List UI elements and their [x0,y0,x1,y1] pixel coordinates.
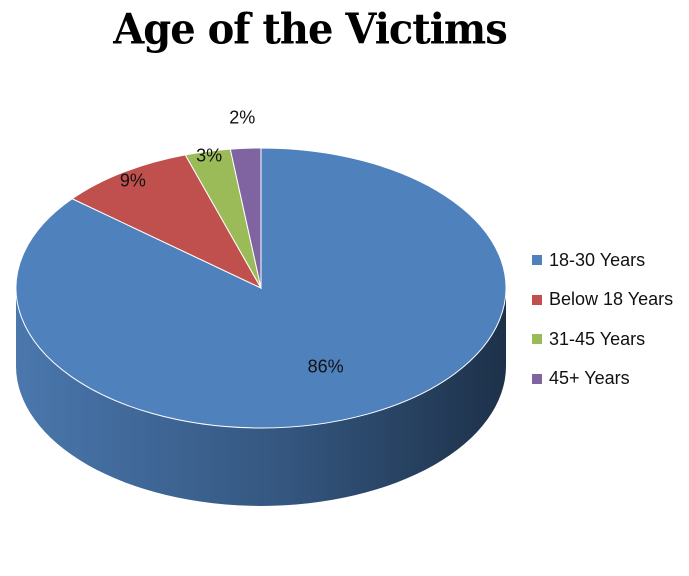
legend-item: Below 18 Years [532,289,674,310]
legend-swatch [532,373,542,384]
data-label: 3% [196,145,222,165]
data-label: 86% [308,357,344,377]
legend: 18-30 Years Below 18 Years 31-45 Years 4… [532,250,673,408]
pie-labels: 86% 9% 3% 2% [120,108,344,377]
pie-side [16,288,506,506]
legend-label: 31-45 Years [549,328,646,349]
legend-label: 45+ Years [549,368,630,388]
legend-swatch [532,255,542,265]
legend-item: 31-45 Years [532,329,673,349]
legend-item: 45+ Years [532,368,673,389]
legend-label: Below 18 Years [549,289,674,309]
pie-slice [229,147,262,289]
pie-slice [71,154,263,290]
pie-top [15,147,507,429]
legend-label: 18-30 Years [549,249,646,270]
legend-item: 18-30 Years [532,250,673,270]
data-label: 9% [120,170,146,190]
legend-swatch [532,294,542,305]
chart-title: Age of the Victims [113,4,508,55]
pie-side-wall [16,288,506,506]
legend-swatch [532,334,542,344]
data-label: 2% [229,108,255,128]
